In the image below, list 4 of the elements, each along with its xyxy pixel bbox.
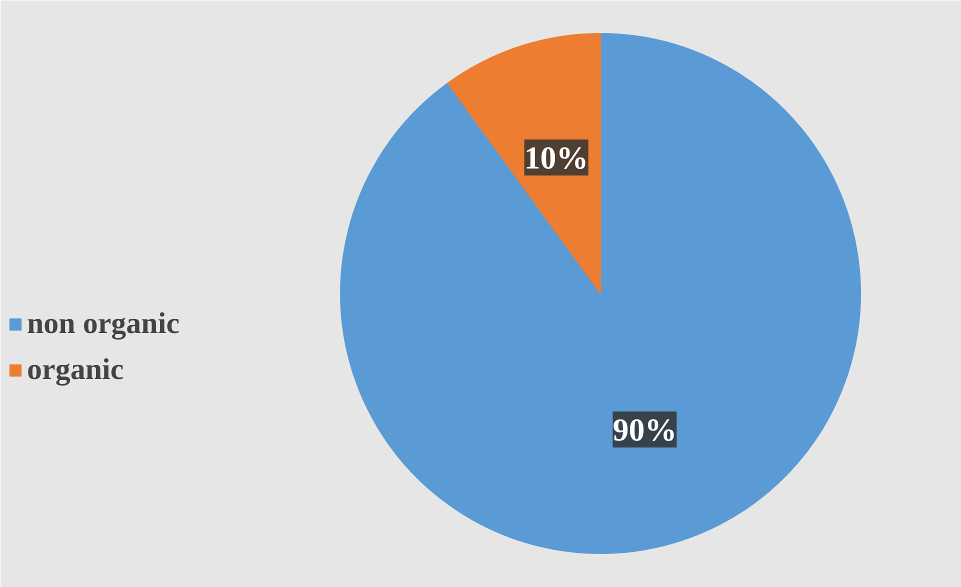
legend-label: organic	[27, 353, 124, 387]
legend-label: non organic	[27, 307, 180, 341]
data-label: 10%	[524, 140, 588, 176]
data-label: 90%	[612, 412, 677, 448]
